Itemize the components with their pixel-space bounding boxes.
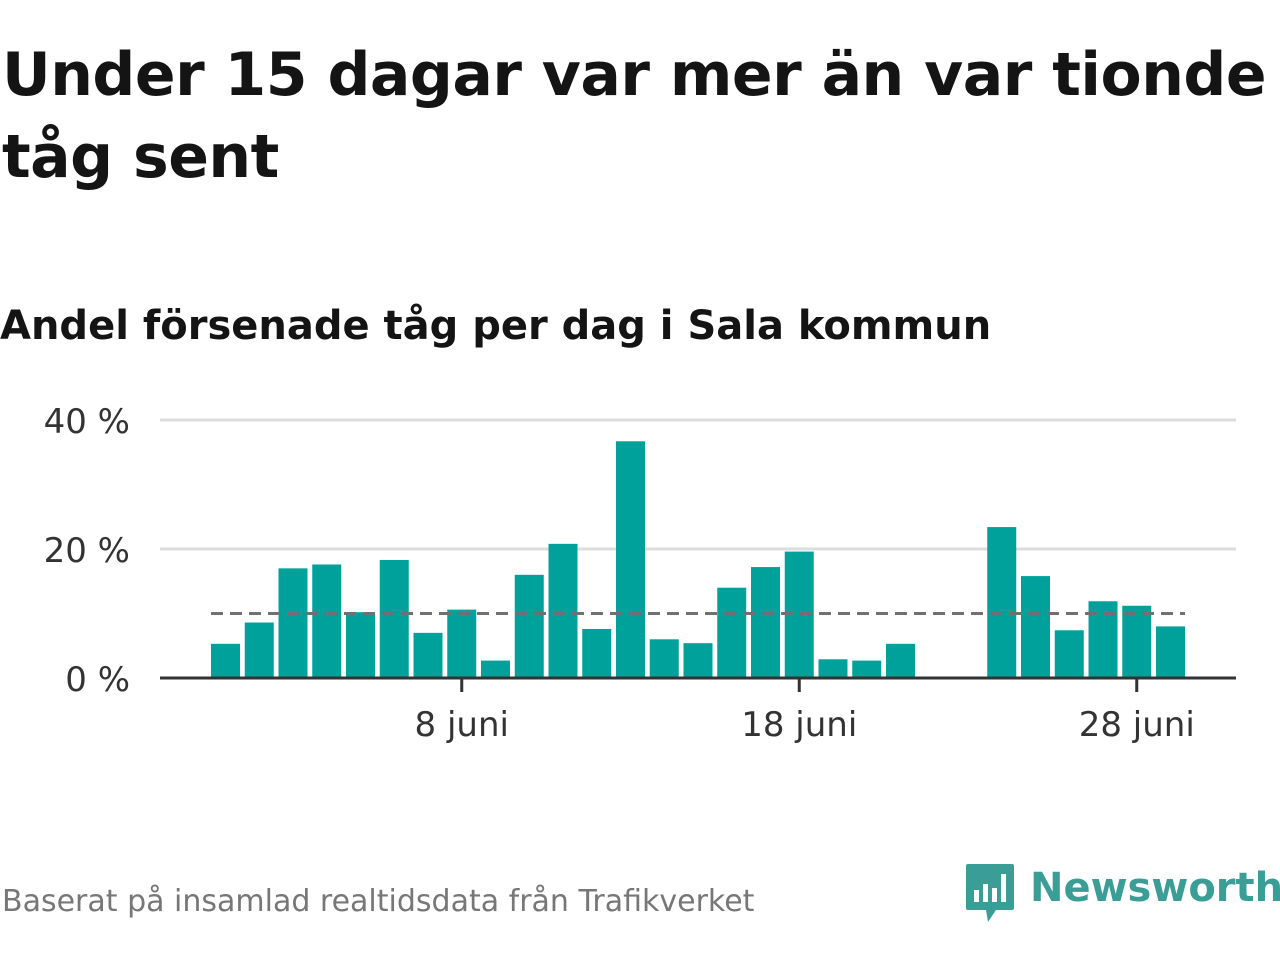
y-tick-label: 0 % — [65, 660, 130, 700]
bars — [211, 441, 1185, 678]
bar-day-8 — [447, 609, 477, 678]
bar-day-24 — [987, 527, 1017, 678]
y-tick-label: 40 % — [44, 402, 130, 442]
chart-speech-bubble-icon — [966, 864, 1014, 922]
brand-name: Newsworthy — [1030, 865, 1280, 911]
bar-day-9 — [481, 660, 510, 678]
bar-day-11 — [548, 543, 578, 678]
bar-day-4 — [312, 564, 342, 678]
bar-day-15 — [683, 643, 713, 678]
brand-logo: Newsworthy — [964, 860, 1280, 930]
x-axis-ticks: 8 juni 18 juni 28 juni — [415, 678, 1195, 745]
y-tick-label: 20 % — [44, 531, 130, 571]
bar-day-7 — [413, 632, 443, 678]
bar-day-17 — [751, 567, 780, 678]
bar-day-10 — [514, 574, 544, 678]
bar-chart: 0 % 20 % 40 % 8 juni 18 juni 28 juni — [44, 402, 1236, 745]
bar-day-13 — [616, 441, 645, 678]
bar-day-28 — [1122, 605, 1152, 678]
x-tick-label: 8 juni — [415, 705, 509, 745]
bar-day-5 — [346, 612, 375, 678]
bar-day-1 — [211, 643, 240, 678]
bar-day-25 — [1021, 576, 1050, 678]
x-tick-label: 28 juni — [1079, 705, 1195, 745]
x-tick-label: 18 juni — [741, 705, 857, 745]
bar-day-3 — [278, 568, 308, 678]
bar-day-26 — [1054, 630, 1084, 678]
bar-day-12 — [582, 628, 612, 678]
gridlines — [160, 418, 1236, 551]
bar-day-16 — [717, 587, 747, 678]
bar-day-19 — [818, 659, 848, 678]
bar-day-21 — [886, 643, 915, 678]
chart-subtitle: Andel försenade tåg per dag i Sala kommu… — [0, 303, 992, 349]
chart-title: Under 15 dagar var mer än var tionde tåg… — [2, 40, 1267, 192]
y-axis-ticks: 0 % 20 % 40 % — [44, 402, 130, 700]
bar-day-2 — [244, 622, 274, 678]
bar-day-6 — [379, 559, 409, 678]
source-note: Baserat på insamlad realtidsdata från Tr… — [2, 884, 755, 919]
bar-day-29 — [1156, 626, 1185, 678]
bar-day-20 — [852, 660, 882, 678]
bar-day-14 — [649, 639, 679, 678]
